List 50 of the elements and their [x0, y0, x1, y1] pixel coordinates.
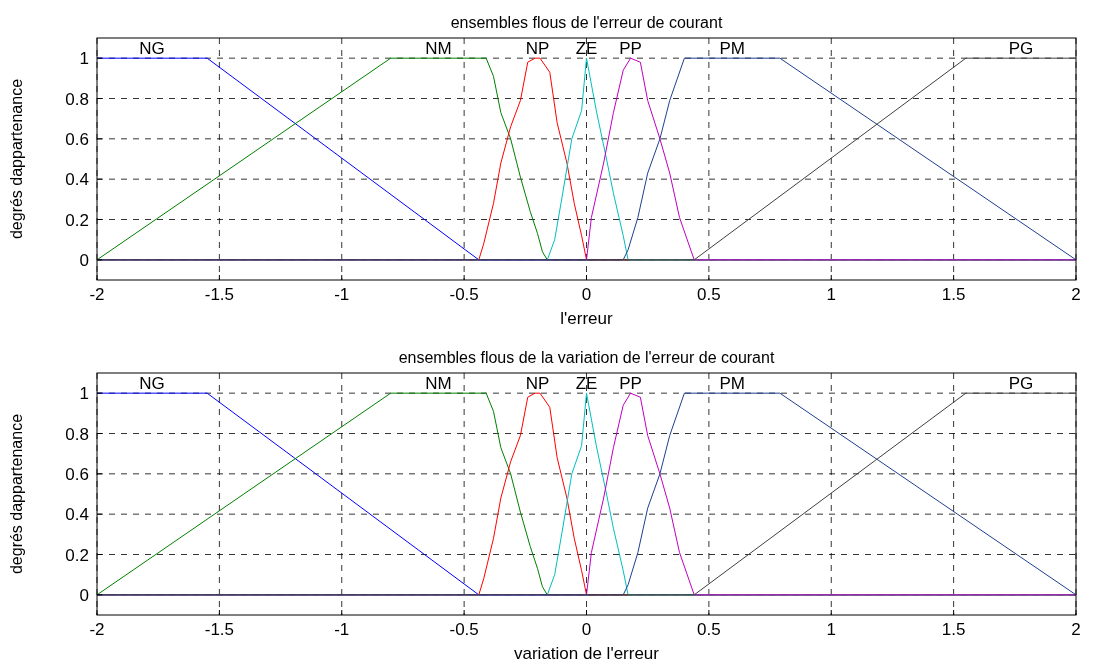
y-tick-label: 0: [79, 585, 89, 605]
series-label: PG: [1008, 374, 1034, 393]
x-tick-label: -1: [334, 620, 350, 639]
x-tick-label: 0.5: [697, 285, 721, 304]
y-tick-label: 0.4: [65, 505, 89, 525]
y-tick-label: 0.4: [65, 170, 89, 190]
x-axis-title: l'erreur: [560, 309, 614, 328]
x-tick-label: 0: [581, 285, 592, 304]
series-label: PM: [719, 39, 745, 58]
y-tick-label: 1: [79, 49, 89, 69]
x-tick-label: -1.5: [204, 285, 235, 304]
x-tick-label: -2: [89, 620, 105, 639]
y-tick-label: 0: [79, 250, 89, 270]
x-tick-label: 0: [581, 620, 592, 639]
y-axis-title: degrés dappartenance: [8, 78, 25, 240]
x-tick-label: -0.5: [449, 620, 479, 639]
x-axis-title: variation de l'erreur: [514, 644, 660, 663]
y-tick-label: 0.8: [65, 89, 89, 109]
y-axis-title: degrés dappartenance: [8, 413, 25, 575]
x-tick-label: -1: [334, 285, 350, 304]
x-tick-label: -2: [89, 285, 105, 304]
series-label: PP: [619, 39, 642, 58]
series-label: NG: [139, 39, 165, 58]
series-label: ZE: [575, 39, 598, 58]
series-label: NM: [425, 39, 452, 58]
x-tick-label: 1: [826, 620, 836, 639]
series-label: NP: [525, 374, 550, 393]
y-tick-label: 0.2: [65, 545, 89, 565]
series-label: NM: [425, 374, 452, 393]
series-label: PM: [719, 374, 745, 393]
x-tick-label: -0.5: [449, 285, 479, 304]
series-label: NP: [525, 39, 550, 58]
y-tick-label: 0.6: [65, 464, 89, 484]
series-label: PP: [619, 374, 642, 393]
x-tick-label: 2: [1071, 620, 1081, 639]
series-label: ZE: [575, 374, 598, 393]
x-tick-label: 2: [1071, 285, 1081, 304]
y-tick-label: 0.6: [65, 129, 89, 149]
x-tick-label: 1: [826, 285, 836, 304]
chart-title: ensembles flous de la variation de l'erreur de courant: [398, 349, 775, 366]
x-tick-label: 0.5: [697, 620, 721, 639]
y-tick-label: 0.2: [65, 210, 89, 230]
x-tick-label: 1.5: [941, 620, 966, 639]
series-label: PG: [1008, 39, 1034, 58]
chart-title: ensembles flous de l'erreur de courant: [450, 14, 723, 31]
y-tick-label: 0.8: [65, 424, 89, 444]
x-tick-label: 1.5: [941, 285, 966, 304]
series-label: NG: [139, 374, 165, 393]
y-tick-label: 1: [79, 384, 89, 404]
x-tick-label: -1.5: [204, 620, 235, 639]
